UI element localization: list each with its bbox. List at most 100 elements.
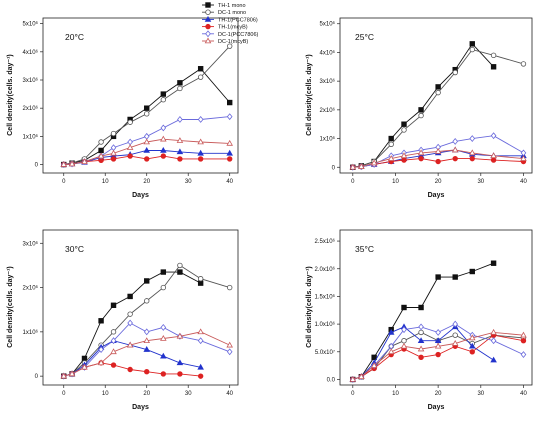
- panel-title: 30°C: [65, 244, 84, 254]
- legend-entry: TH-1 mono: [202, 2, 246, 9]
- y-tick-label: 1x10⁶: [320, 136, 336, 143]
- data-point: [127, 153, 133, 159]
- legend-label: TH-1(mcyB): [218, 25, 248, 31]
- x-tick-label: 20: [435, 179, 442, 185]
- data-point: [417, 337, 425, 344]
- data-point: [160, 284, 167, 291]
- plot-frame: [42, 229, 239, 386]
- panel-25c: 25°C 0 10 20 30 40 0 1x10⁶ 2x10⁶ 3x10⁶ 4x10⁶ 5x10⁶ D…: [306, 17, 533, 199]
- legend-marker: [204, 15, 212, 22]
- data-point: [197, 337, 204, 345]
- data-point: [400, 342, 408, 349]
- data-point: [143, 138, 151, 145]
- data-point: [176, 332, 184, 339]
- y-tick-label: 2.0x10⁶: [315, 266, 336, 273]
- data-point: [68, 160, 76, 167]
- data-point: [435, 89, 441, 96]
- data-point: [490, 260, 497, 266]
- data-point: [126, 341, 134, 348]
- legend-entry: DC-1(mcyB): [202, 37, 248, 45]
- data-point: [435, 274, 441, 280]
- data-point: [98, 147, 104, 154]
- data-point: [435, 84, 441, 90]
- series-line: [63, 45, 231, 165]
- y-tick-label: 0: [35, 374, 39, 380]
- y-tick-label: 1x10⁶: [23, 329, 39, 336]
- data-point: [81, 158, 88, 165]
- data-point: [401, 304, 407, 311]
- data-point: [110, 337, 117, 345]
- data-point: [177, 80, 183, 86]
- data-point: [520, 351, 527, 358]
- x-tick-label: 10: [102, 391, 109, 397]
- x-tick-label: 40: [226, 179, 233, 185]
- data-point: [197, 276, 204, 282]
- data-point: [227, 43, 233, 49]
- data-point: [197, 66, 204, 72]
- y-tick-label: 3x10⁶: [23, 240, 39, 247]
- data-point: [452, 332, 458, 338]
- data-point: [160, 352, 167, 359]
- data-point: [177, 116, 183, 123]
- data-point: [160, 371, 167, 377]
- series-line: [63, 340, 201, 377]
- x-tick-label: 30: [477, 179, 484, 185]
- data-point: [160, 146, 167, 153]
- data-point: [144, 156, 150, 162]
- data-point: [226, 341, 233, 348]
- data-point: [387, 328, 395, 335]
- data-point: [388, 135, 394, 142]
- data-point: [160, 323, 167, 331]
- data-point: [197, 373, 204, 379]
- x-tick-label: 0: [351, 179, 355, 185]
- legend-marker: [205, 2, 211, 8]
- legend-entry: DC-1(PCC7806): [202, 30, 259, 38]
- data-point: [469, 46, 475, 53]
- data-point: [401, 326, 407, 334]
- data-point: [401, 121, 407, 127]
- data-point: [127, 366, 133, 373]
- data-point: [401, 157, 407, 163]
- data-point: [434, 342, 442, 349]
- legend-label: TH-1 mono: [218, 3, 246, 9]
- data-point: [177, 262, 183, 269]
- panel-35c: 35°C 0 10 20 30 40 0.0 5.0x10⁷ 1.0x10⁶ 1.5x10⁶ 2.0…: [306, 229, 533, 411]
- x-tick-label: 0: [62, 179, 66, 185]
- data-point: [160, 91, 167, 97]
- series-dc-1-mcyb: [60, 135, 233, 167]
- x-tick-label: 0: [62, 391, 66, 397]
- data-point: [97, 359, 105, 366]
- panel-20c: 20°C 0 10 20 30 40 0 1x10⁶ 2x10⁶ 3x10⁶ 4x10⁶ 5x10⁶ D…: [7, 17, 239, 199]
- data-point: [143, 132, 150, 140]
- data-point: [197, 363, 204, 370]
- data-point: [98, 318, 104, 324]
- data-point: [197, 149, 204, 156]
- data-point: [60, 372, 68, 379]
- x-tick-label: 20: [143, 179, 150, 185]
- data-point: [176, 137, 184, 143]
- data-point: [176, 148, 184, 155]
- data-point: [469, 155, 475, 162]
- data-point: [144, 278, 150, 284]
- series-dc-1-mcyb: [349, 146, 527, 170]
- data-point: [490, 356, 497, 363]
- data-point: [400, 152, 408, 159]
- data-point: [127, 311, 133, 317]
- panel-title: 20°C: [65, 32, 84, 42]
- data-point: [490, 157, 497, 163]
- data-point: [520, 331, 527, 338]
- data-point: [197, 116, 204, 123]
- data-point: [160, 269, 167, 275]
- series-line: [352, 262, 494, 380]
- data-point: [520, 61, 527, 67]
- y-tick-label: 0: [35, 163, 39, 169]
- series-dc-1-mcyb: [349, 328, 527, 382]
- data-point: [388, 141, 394, 147]
- data-point: [452, 155, 458, 162]
- x-tick-label: 40: [520, 391, 527, 397]
- data-point: [452, 274, 458, 280]
- data-point: [370, 159, 378, 166]
- series-line: [352, 326, 494, 380]
